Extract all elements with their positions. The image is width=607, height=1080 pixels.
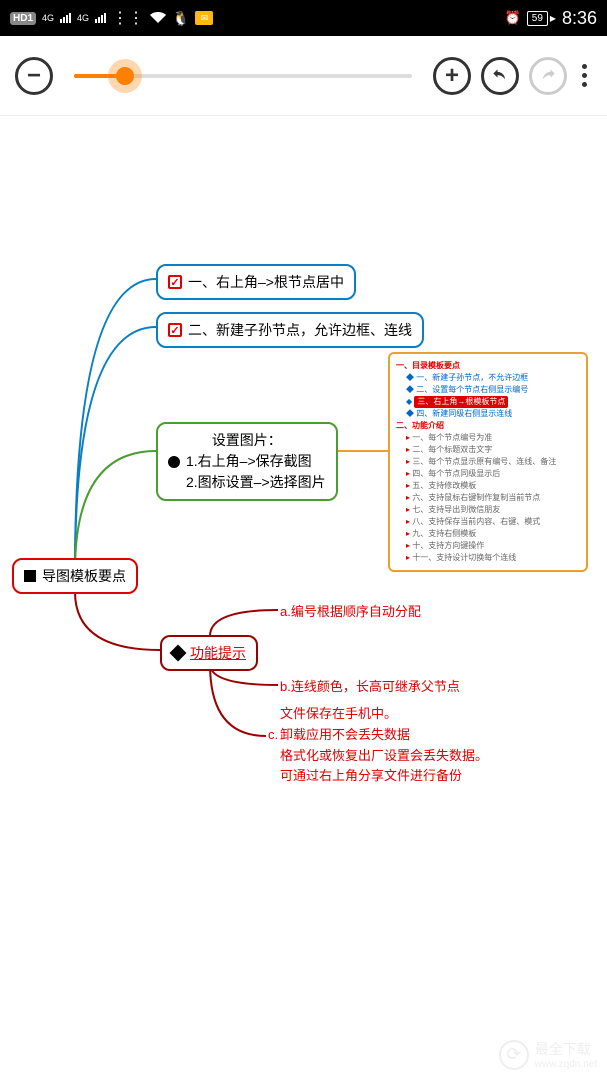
signal-2-bars: [95, 13, 106, 23]
preview-sub: 四、每个节点同级显示后: [396, 468, 580, 480]
tip-c: 文件保存在手机中。 卸载应用不会丢失数据 格式化或恢复出厂设置会丢失数据。 可通…: [280, 704, 488, 787]
preview-sub: 九、支持右侧模板: [396, 528, 580, 540]
root-node[interactable]: 导图模板要点: [12, 558, 138, 594]
clock: 8:36: [562, 8, 597, 29]
preview-title-1: 一、目录模板要点: [396, 360, 580, 372]
checkbox-icon: ✓: [168, 323, 182, 337]
more-menu-button[interactable]: [576, 64, 593, 87]
preview-item: ◆ 三、右上角→根模板节点: [396, 396, 580, 408]
root-label: 导图模板要点: [42, 566, 126, 586]
preview-sub: 六、支持鼠标右键制作复制当前节点: [396, 492, 580, 504]
preview-sub: 五、支持修改模板: [396, 480, 580, 492]
checkbox-icon: ✓: [168, 275, 182, 289]
preview-item: ◆ 二、设置每个节点右侧显示编号: [396, 384, 580, 396]
preview-sub: 三、每个节点显示原有编号、连线、备注: [396, 456, 580, 468]
mindmap-canvas[interactable]: 导图模板要点 ✓ 一、右上角–>根节点居中 ✓ 二、新建子孙节点，允许边框、连线…: [0, 116, 607, 1080]
tip-b: b.连线颜色，长高可继承父节点: [280, 676, 460, 695]
node-4-label: 功能提示: [190, 643, 246, 663]
signal-1-bars: [60, 13, 71, 23]
node-3-line2: 2.图标设置–>选择图片: [168, 472, 326, 493]
wifi-icon: ⋮⋮: [112, 8, 144, 28]
watermark-text: 最全下载: [535, 1039, 597, 1059]
zoom-in-button[interactable]: +: [432, 56, 472, 96]
battery-icon: 59▸: [527, 11, 556, 26]
diamond-icon: [170, 645, 187, 662]
alarm-icon: ⏰: [505, 10, 521, 26]
tip-a: a.编号根据顺序自动分配: [280, 601, 421, 620]
tip-c-label: c.: [268, 727, 278, 742]
node-3-title: 设置图片：: [168, 430, 326, 451]
node-1-label: 一、右上角–>根节点居中: [188, 272, 344, 292]
wifi-icon: [150, 11, 166, 26]
connector-lines: [0, 116, 607, 1080]
watermark-url: www.zqdn.net: [535, 1059, 597, 1070]
preview-title-2: 二、功能介绍: [396, 420, 580, 432]
mail-icon: ✉: [195, 11, 213, 25]
preview-item: ◆ 四、新建同级右侧显示连线: [396, 408, 580, 420]
watermark: ⟳ 最全下载 www.zqdn.net: [499, 1039, 597, 1070]
preview-panel[interactable]: 一、目录模板要点 ◆ 一、新建子孙节点，不允许边框 ◆ 二、设置每个节点右侧显示…: [388, 352, 588, 572]
node-2-label: 二、新建子孙节点，允许边框、连线: [188, 320, 412, 340]
zoom-out-button[interactable]: −: [14, 56, 54, 96]
bullet-icon: [168, 456, 180, 468]
status-left: HD1 4G 4G ⋮⋮ 🐧 ✉: [10, 8, 213, 28]
toolbar: − +: [0, 36, 607, 116]
zoom-slider[interactable]: [74, 56, 412, 96]
preview-sub: 十一、支持设计切换每个连线: [396, 552, 580, 564]
node-3[interactable]: 设置图片： 1.右上角–>保存截图 2.图标设置–>选择图片: [156, 422, 338, 501]
node-1[interactable]: ✓ 一、右上角–>根节点居中: [156, 264, 356, 300]
preview-sub: 二、每个标题双击文字: [396, 444, 580, 456]
signal-1-label: 4G: [42, 13, 54, 23]
hd-badge: HD1: [10, 12, 36, 25]
preview-sub: 七、支持导出到微信朋友: [396, 504, 580, 516]
preview-sub: 一、每个节点编号为准: [396, 432, 580, 444]
square-icon: [24, 570, 36, 582]
status-bar: HD1 4G 4G ⋮⋮ 🐧 ✉ ⏰ 59▸ 8:36: [0, 0, 607, 36]
qq-icon: 🐧: [172, 10, 189, 27]
signal-2-label: 4G: [77, 13, 89, 23]
preview-sub: 八、支持保存当前内容、右键、模式: [396, 516, 580, 528]
preview-item: ◆ 一、新建子孙节点，不允许边框: [396, 372, 580, 384]
status-right: ⏰ 59▸ 8:36: [505, 8, 597, 29]
node-3-line1: 1.右上角–>保存截图: [186, 451, 312, 472]
redo-button[interactable]: [528, 56, 568, 96]
watermark-logo-icon: ⟳: [499, 1040, 529, 1070]
node-2[interactable]: ✓ 二、新建子孙节点，允许边框、连线: [156, 312, 424, 348]
node-4[interactable]: 功能提示: [160, 635, 258, 671]
undo-button[interactable]: [480, 56, 520, 96]
preview-sub: 十、支持方向键操作: [396, 540, 580, 552]
